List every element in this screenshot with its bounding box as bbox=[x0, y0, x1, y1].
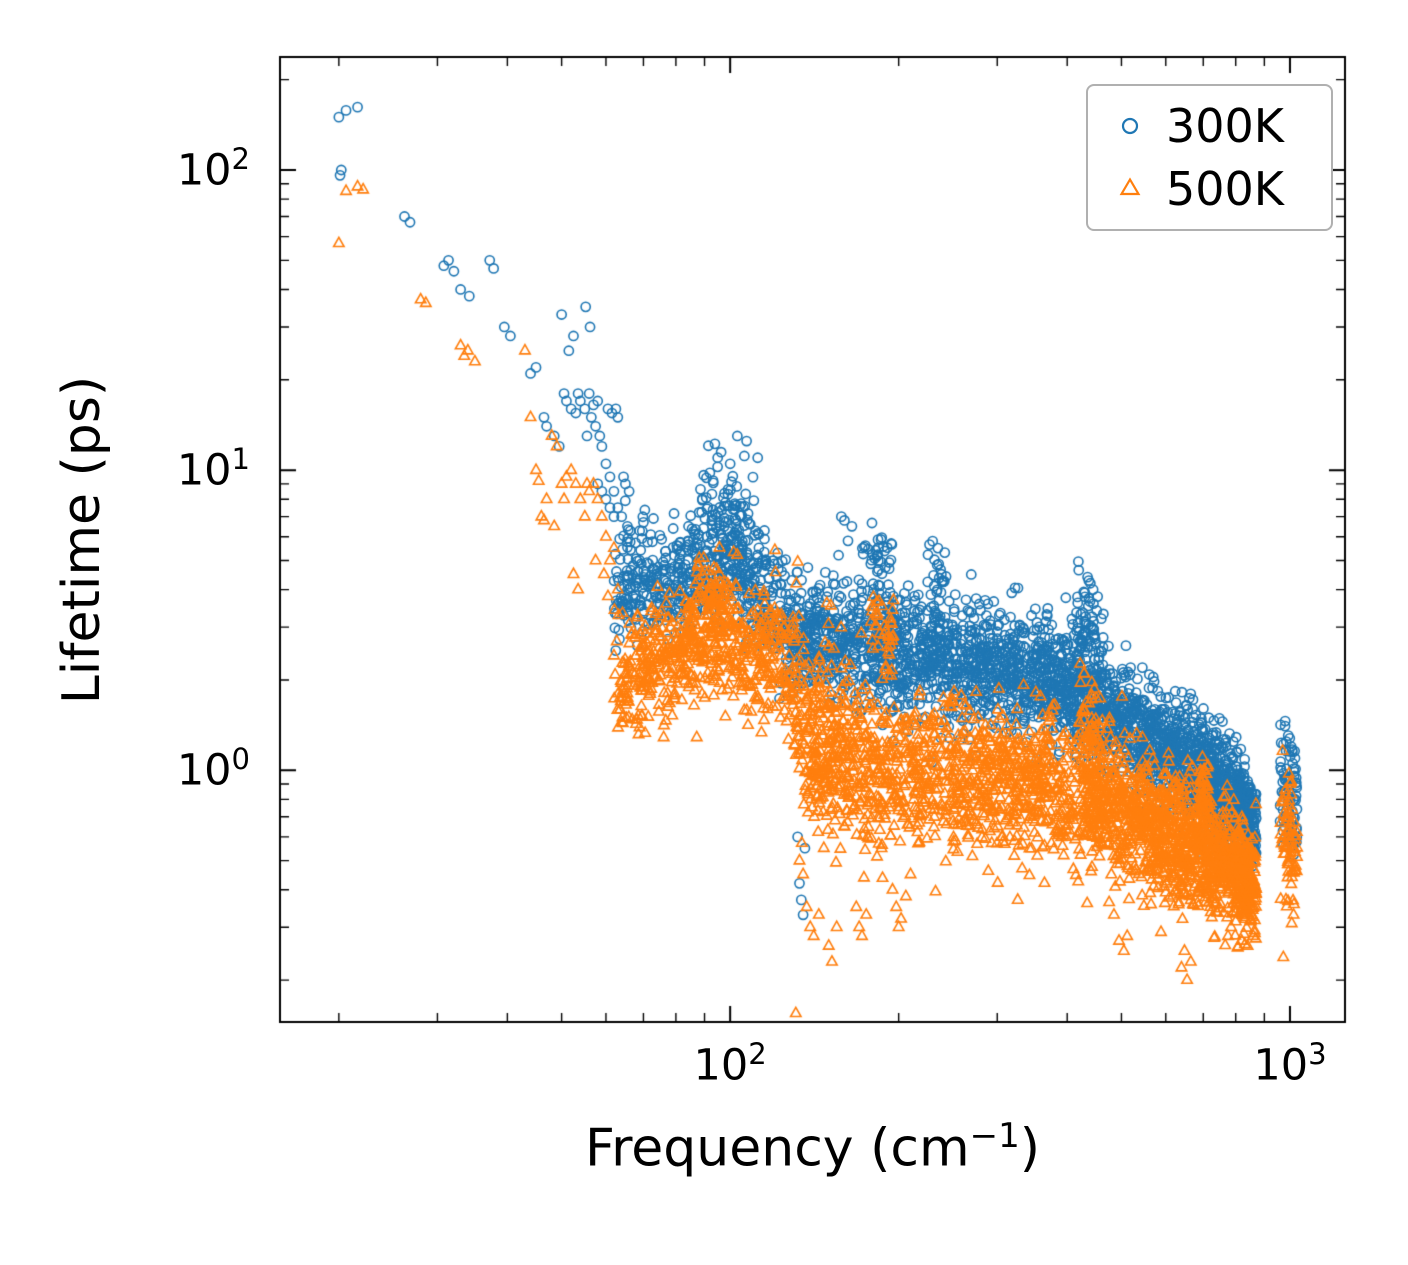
triangle-marker-shape bbox=[1119, 177, 1141, 196]
circle-marker-icon bbox=[1121, 117, 1139, 135]
legend: 300K 500K bbox=[1086, 84, 1333, 231]
y-tick-label: 102 bbox=[176, 142, 250, 196]
y-axis-label-text: Lifetime (ps) bbox=[52, 375, 112, 705]
x-tick-label: 103 bbox=[1253, 1037, 1327, 1091]
x-axis-label-superscript: −1 bbox=[969, 1116, 1020, 1156]
y-tick-label: 100 bbox=[176, 742, 250, 796]
circle-marker-shape bbox=[1121, 117, 1139, 135]
x-axis-label-close: ) bbox=[1019, 1118, 1041, 1179]
legend-entry-500k: 500K bbox=[1088, 166, 1331, 212]
legend-entry-300k: 300K bbox=[1088, 103, 1331, 149]
y-tick-label: 101 bbox=[176, 442, 250, 496]
x-axis-label-text: Frequency (cm bbox=[584, 1118, 970, 1179]
y-axis-label: Lifetime (ps) bbox=[52, 376, 112, 704]
legend-label-500k: 500K bbox=[1166, 162, 1284, 216]
x-axis-label: Frequency (cm−1) bbox=[280, 1116, 1345, 1178]
x-tick-label: 102 bbox=[693, 1037, 767, 1091]
triangle-marker-icon bbox=[1119, 177, 1141, 196]
legend-label-300k: 300K bbox=[1166, 99, 1284, 153]
